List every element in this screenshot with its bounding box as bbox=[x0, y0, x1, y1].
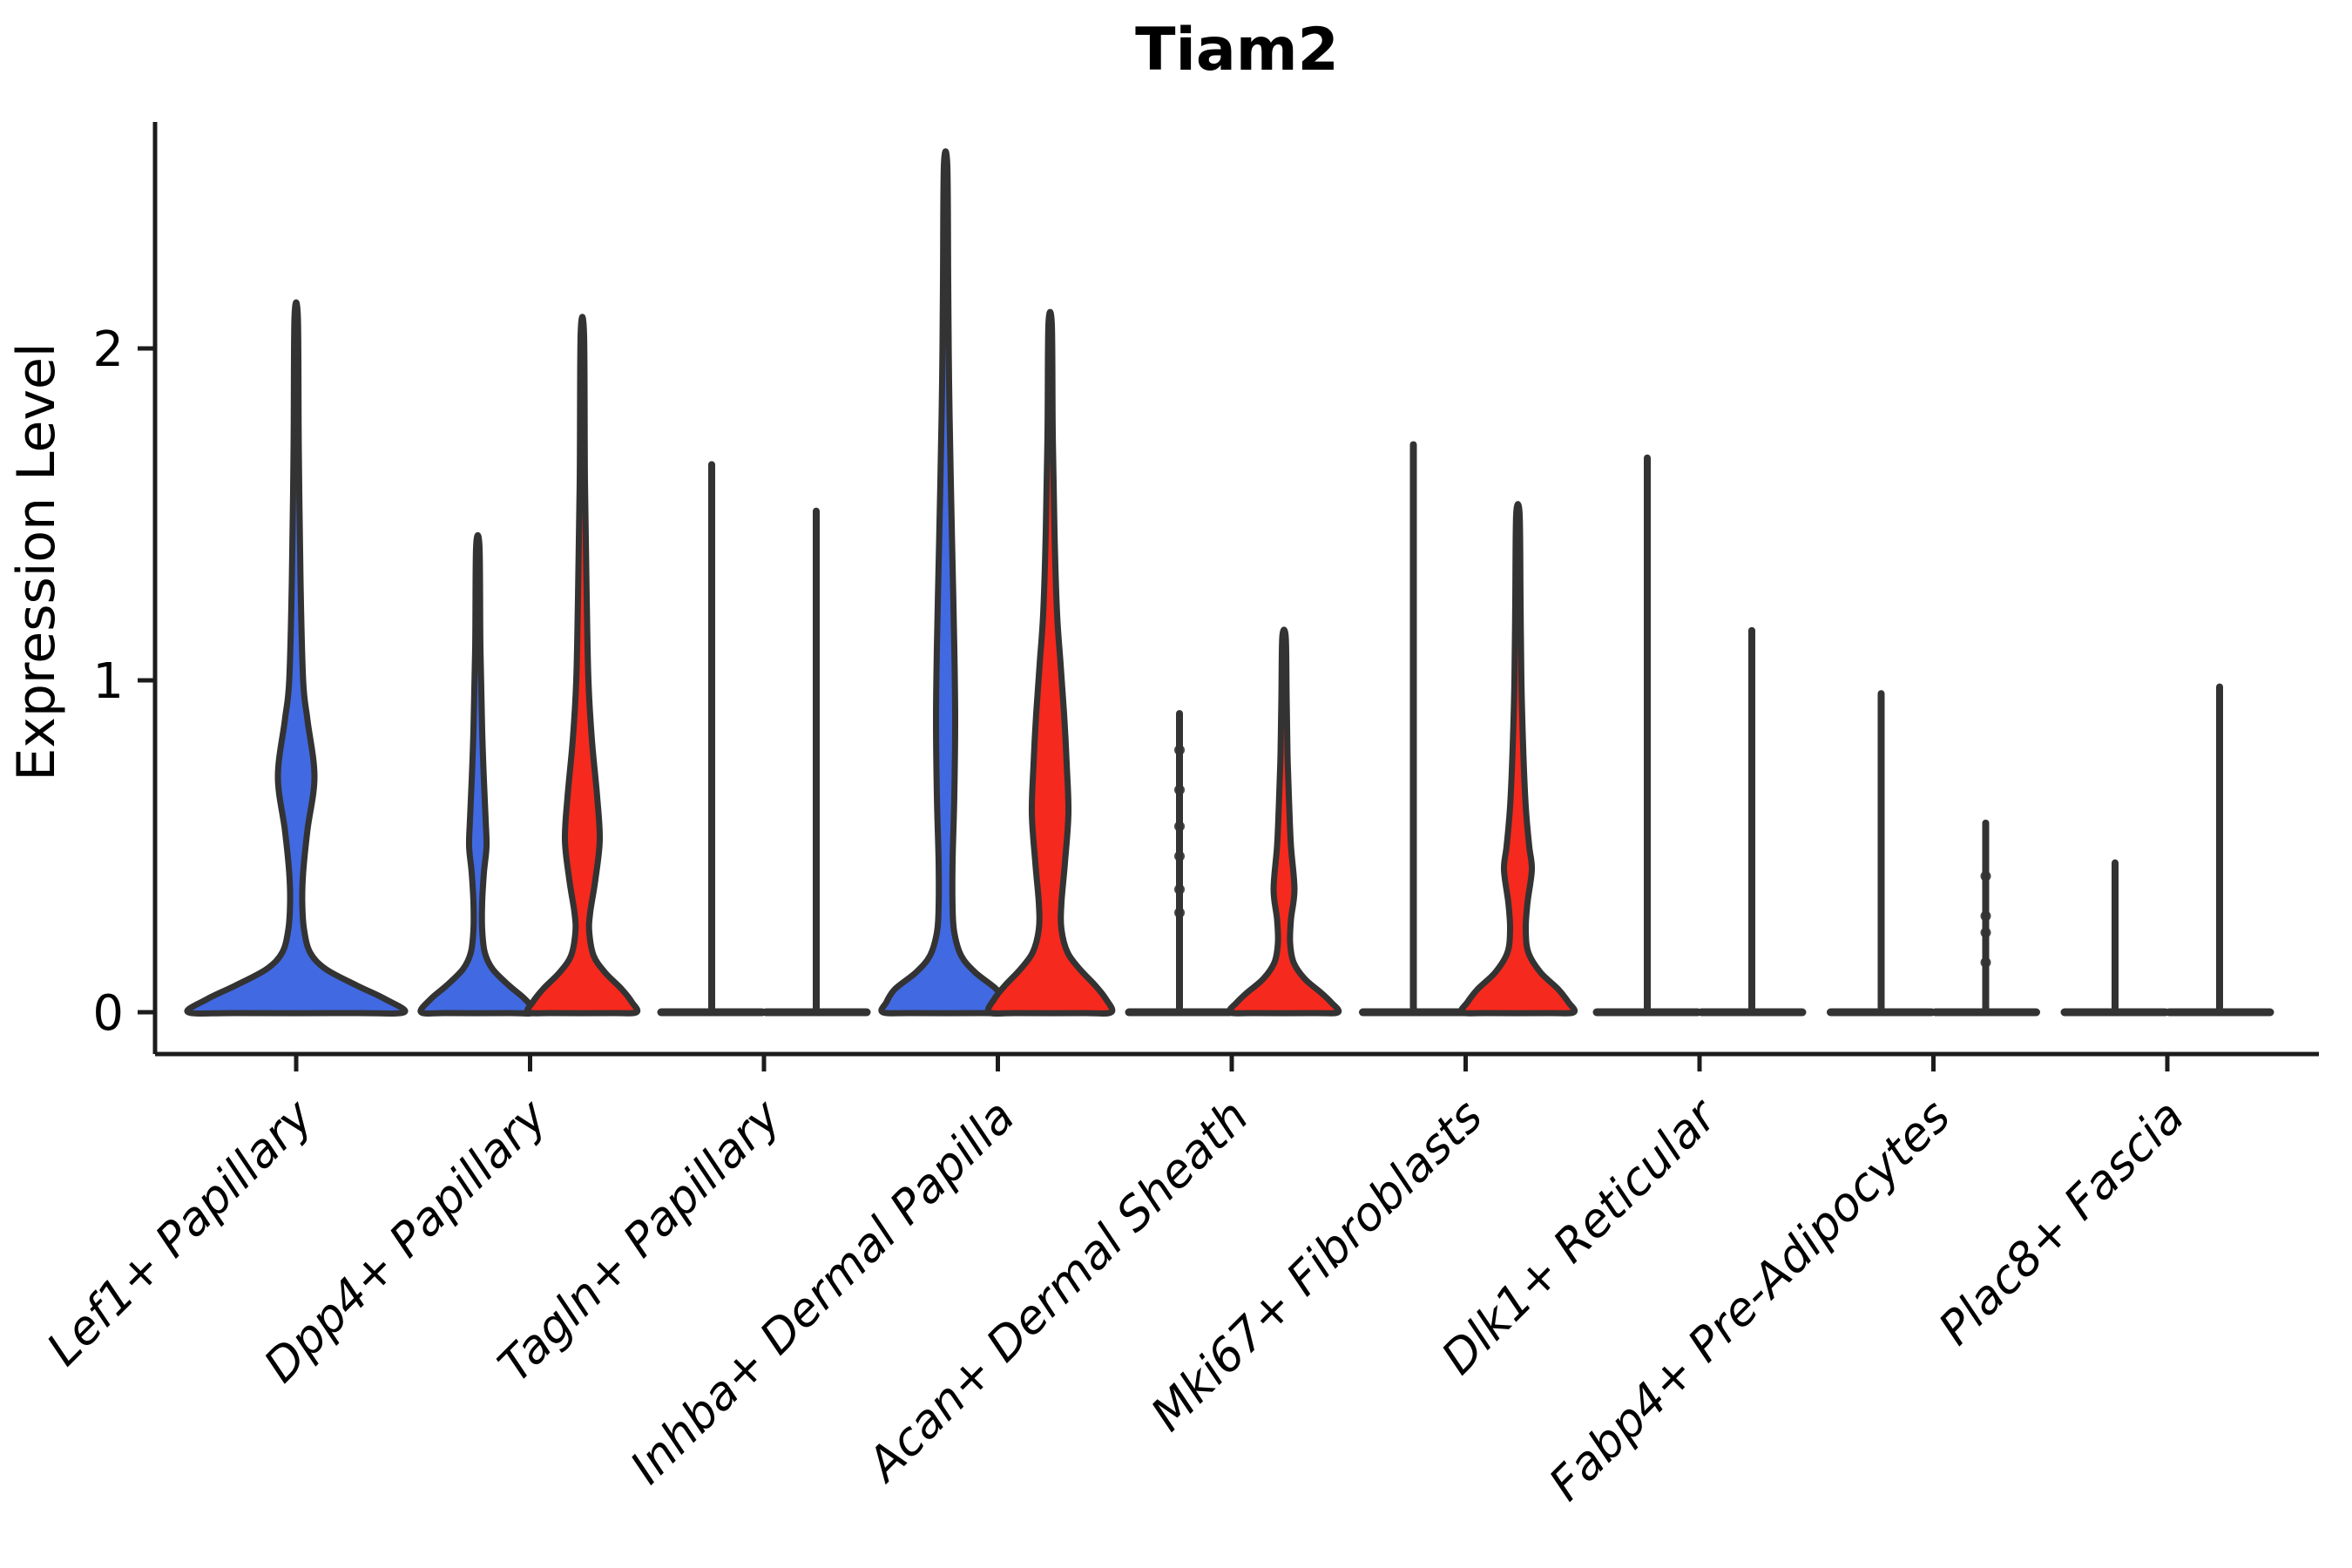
violin-fabp4-pre-adipocytes-red-point-0 bbox=[1980, 870, 1991, 882]
violin-fabp4-pre-adipocytes-red-point-2 bbox=[1980, 927, 1991, 938]
violin-acan-dermal-sheath-blue-point-0 bbox=[1174, 745, 1185, 756]
violin-mki67-fibroblasts-red bbox=[1457, 501, 1578, 1017]
x-tick-label-acan-dermal-sheath: Acan+ Dermal Sheath bbox=[856, 1090, 1260, 1493]
y-tick-label-2: 2 bbox=[92, 321, 124, 378]
y-tick-label-0: 0 bbox=[92, 985, 124, 1042]
violin-acan-dermal-sheath-blue-point-4 bbox=[1174, 884, 1185, 896]
violin-fabp4-pre-adipocytes-red-point-1 bbox=[1980, 910, 1991, 922]
violin-acan-dermal-sheath-blue-point-2 bbox=[1174, 821, 1185, 832]
chart-title: Tiam2 bbox=[1135, 16, 1339, 84]
violin-dpp4-papillary-red bbox=[524, 314, 641, 1017]
x-tick-label-plac8-fascia: Plac8+ Fascia bbox=[1929, 1090, 2194, 1355]
violin-acan-dermal-sheath-blue-point-3 bbox=[1174, 850, 1185, 862]
violin-acan-dermal-sheath-blue-point-1 bbox=[1174, 784, 1185, 795]
violin-acan-dermal-sheath-blue-point-5 bbox=[1174, 907, 1185, 918]
y-axis-label: Expression Level bbox=[6, 342, 67, 781]
x-tick-label-fabp4-pre-adipocytes: Fabp4+ Pre-Adipocytes bbox=[1539, 1090, 1961, 1511]
violin-lef1-papillary-blue bbox=[184, 299, 409, 1017]
y-tick-label-1: 1 bbox=[92, 653, 124, 710]
violin-acan-dermal-sheath-red bbox=[1226, 626, 1342, 1017]
x-tick-label-inhba-dermal-papilla: Inhba+ Dermal Papilla bbox=[620, 1090, 1024, 1494]
violin-inhba-dermal-papilla-red bbox=[984, 308, 1116, 1017]
violin-dpp4-papillary-blue bbox=[417, 531, 538, 1017]
violin-fabp4-pre-adipocytes-red-point-3 bbox=[1980, 956, 1991, 968]
violin-inhba-dermal-papilla-blue bbox=[878, 148, 1013, 1017]
